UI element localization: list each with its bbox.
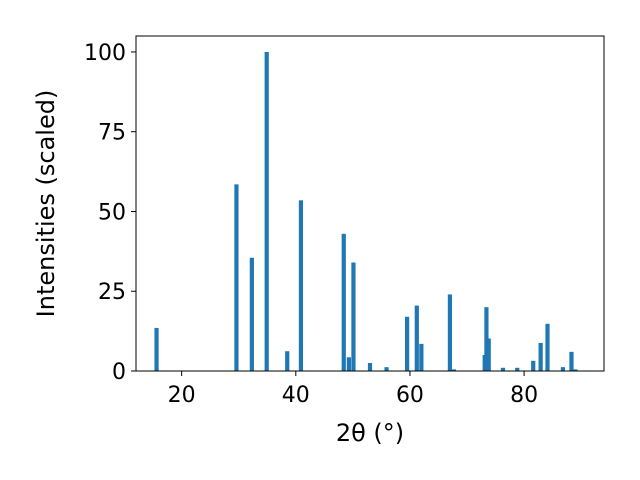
bar-5 bbox=[298, 200, 304, 371]
bar-13 bbox=[419, 343, 424, 371]
y-tick-label: 100 bbox=[84, 41, 126, 66]
bar-14 bbox=[447, 294, 452, 371]
bar-23 bbox=[545, 323, 550, 371]
bar-21 bbox=[531, 360, 536, 371]
bar-3 bbox=[264, 51, 269, 371]
x-axis-label: 2θ (°) bbox=[336, 419, 404, 447]
bar-17 bbox=[484, 307, 489, 371]
bar-15 bbox=[451, 369, 456, 371]
bar-0 bbox=[154, 327, 159, 371]
bar-4 bbox=[285, 351, 290, 371]
bar-6 bbox=[341, 233, 346, 371]
x-tick-label: 80 bbox=[510, 383, 538, 408]
bars-group bbox=[154, 51, 578, 371]
bar-8 bbox=[351, 262, 356, 371]
x-tick-label: 60 bbox=[396, 383, 424, 408]
bar-24 bbox=[560, 367, 566, 371]
bar-19 bbox=[500, 367, 506, 371]
y-axis-label: Intensities (scaled) bbox=[32, 90, 60, 318]
y-tick-label: 50 bbox=[98, 200, 126, 225]
x-tick-label: 20 bbox=[168, 383, 196, 408]
x-axis-ticks: 20 40 60 80 bbox=[168, 371, 538, 408]
bar-12 bbox=[414, 305, 419, 371]
y-tick-label: 25 bbox=[98, 280, 126, 305]
y-axis-ticks: 0 25 50 75 100 bbox=[84, 41, 136, 385]
bar-2 bbox=[249, 257, 254, 371]
bar-26 bbox=[573, 369, 578, 371]
bar-18 bbox=[486, 338, 491, 371]
bar-7 bbox=[346, 357, 351, 371]
bar-1 bbox=[234, 184, 239, 371]
bar-20 bbox=[515, 367, 520, 371]
y-tick-label: 75 bbox=[98, 121, 126, 146]
bar-22 bbox=[538, 342, 543, 371]
bar-9 bbox=[367, 363, 373, 371]
bar-10 bbox=[384, 367, 389, 371]
bar-11 bbox=[405, 316, 410, 371]
y-tick-label: 0 bbox=[112, 360, 126, 385]
plot-frame bbox=[135, 35, 605, 372]
x-tick-label: 40 bbox=[282, 383, 310, 408]
bar-25 bbox=[569, 351, 574, 371]
